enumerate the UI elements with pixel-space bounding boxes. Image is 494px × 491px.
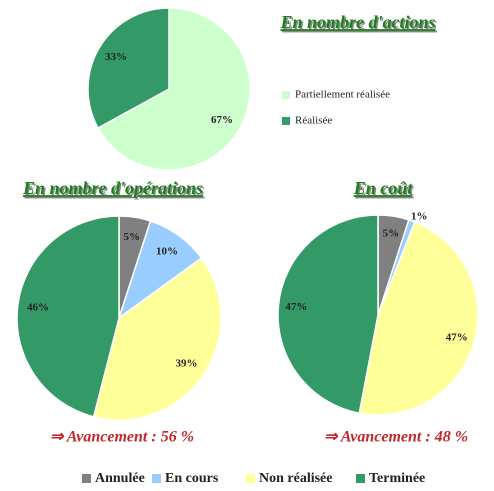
legend-swatch xyxy=(282,91,290,99)
data-label: 47% xyxy=(285,301,307,313)
data-label: 46% xyxy=(27,301,49,313)
data-label: 33% xyxy=(105,51,127,63)
data-label: 39% xyxy=(175,357,197,369)
pie-slice xyxy=(277,214,379,415)
data-label: 5% xyxy=(383,228,400,240)
pie-slice xyxy=(16,215,120,418)
pie-slice xyxy=(358,221,479,416)
legend-label: Non réalisée xyxy=(259,471,332,486)
legend-label: En cours xyxy=(165,471,219,486)
annotation: ⇒ Avancement : 56 % xyxy=(50,429,194,446)
data-label: 47% xyxy=(446,331,468,343)
legend-swatch xyxy=(152,474,161,483)
legend-label: Partiellement réalisée xyxy=(295,89,390,101)
chart-title: En nombre d'opérations xyxy=(22,178,203,198)
data-label: 10% xyxy=(156,246,178,258)
annotation: ⇒ Avancement : 48 % xyxy=(324,429,468,446)
legend-label: Terminée xyxy=(369,471,425,486)
chart-title: En coût xyxy=(353,178,414,198)
legend-swatch xyxy=(82,474,91,483)
data-label: 1% xyxy=(411,211,428,223)
legend-swatch xyxy=(282,117,290,125)
legend-label: Annulée xyxy=(95,471,145,486)
pie-slice xyxy=(87,7,170,130)
legend-label: Réalisée xyxy=(295,115,332,127)
legend-swatch xyxy=(246,474,255,483)
data-label: 5% xyxy=(124,231,141,243)
data-label: 67% xyxy=(211,114,233,126)
pie-slice xyxy=(92,256,222,421)
chart-title: En nombre d'actions xyxy=(279,12,435,32)
pie-slice xyxy=(96,7,251,171)
legend-swatch xyxy=(356,474,365,483)
